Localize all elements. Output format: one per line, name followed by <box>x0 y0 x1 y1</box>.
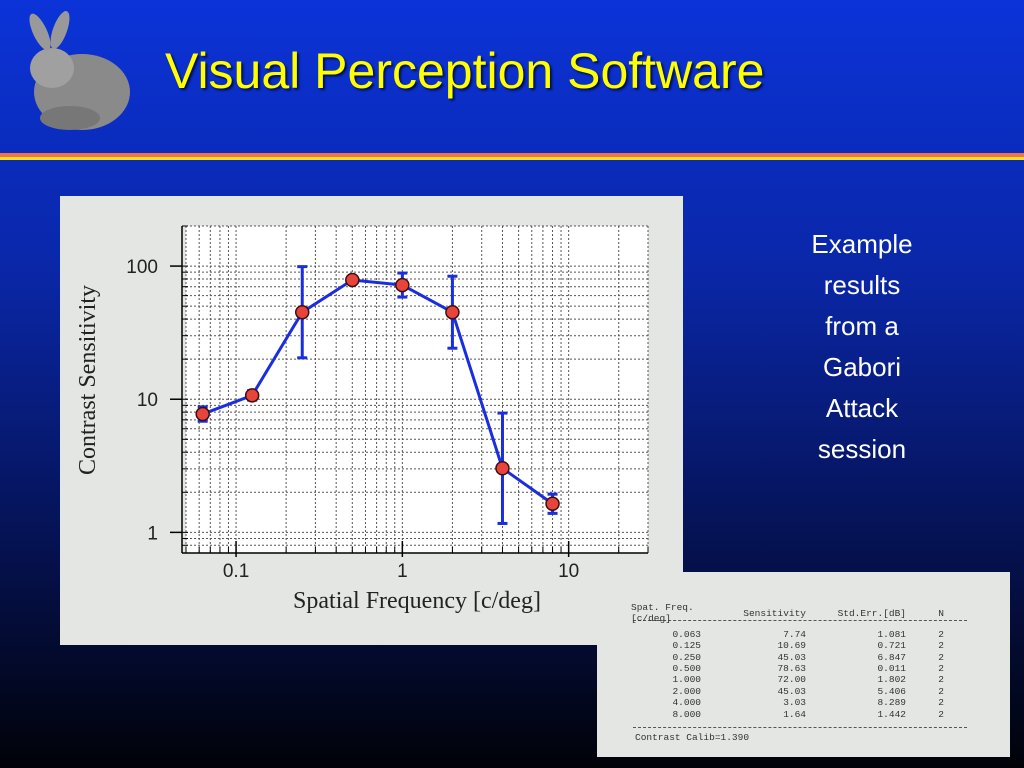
table-cell: 0.250 <box>672 651 701 663</box>
divider-line <box>0 153 1024 157</box>
separator <box>633 727 967 728</box>
table-row: 1.000 72.00 1.802 2 <box>631 674 944 685</box>
y-axis-label: Contrast Sensitivity <box>75 285 101 475</box>
table: Spat. Freq.[c/deg] Sensitivity Std.Err.[dB… <box>631 602 944 720</box>
table-row: 4.000 3.03 8.289 2 <box>631 697 944 708</box>
table-cell: 0.011 <box>877 662 906 674</box>
caption-line: Gabori <box>822 352 902 382</box>
table-cell: 2 <box>938 674 944 686</box>
y-tick-label: 100 <box>126 257 158 278</box>
x-axis-label: Spatial Frequency [c/deg] <box>293 588 541 614</box>
table-row: 8.000 1.64 1.442 2 <box>631 708 944 720</box>
caption-line: Attack <box>825 393 899 423</box>
table-cell: 7.74 <box>783 629 806 640</box>
caption: Example results from a Gabori Attack session <box>782 224 942 470</box>
table-cell: 2 <box>938 629 944 640</box>
table-cell: 1.802 <box>877 674 906 686</box>
table-cell: 3.03 <box>783 697 806 709</box>
data-point <box>395 277 410 293</box>
data-point <box>195 406 210 422</box>
table-cell: 1.081 <box>877 629 906 640</box>
data-point <box>244 388 260 403</box>
table-cell: 2 <box>938 662 944 674</box>
table-cell: 2 <box>938 651 944 663</box>
table-cell: Std.Err.[dB] <box>837 607 906 619</box>
table-cell: 45.03 <box>777 651 806 663</box>
table-cell: Sensitivity <box>743 607 806 619</box>
table-cell: 0.063 <box>672 629 701 640</box>
data-point <box>545 496 560 512</box>
table-cell: 0.721 <box>877 640 906 652</box>
table-cell: 8.289 <box>877 697 906 709</box>
separator <box>633 620 967 621</box>
caption-line: session <box>817 434 907 464</box>
data-point <box>445 304 460 320</box>
caption-line: Example <box>811 229 913 259</box>
table-cell: 2 <box>938 697 944 709</box>
caption-line: from a <box>825 311 899 341</box>
table-cell: 0.125 <box>672 640 701 652</box>
table-cell: 5.406 <box>877 685 906 697</box>
table-cell: 2 <box>938 640 944 652</box>
table-cell: 0.500 <box>672 662 701 674</box>
table-row: 2.000 45.03 5.406 2 <box>631 686 944 697</box>
table-row: 0.125 10.69 0.721 2 <box>631 640 944 651</box>
table-cell: 1.000 <box>672 674 701 686</box>
table-footer: Contrast Calib=1.390 <box>635 732 750 743</box>
data-point <box>495 461 510 476</box>
bunny-logo <box>29 11 130 130</box>
x-tick-label: 10 <box>558 561 579 582</box>
plot-area <box>186 226 648 553</box>
table-cell: 2 <box>938 708 944 720</box>
slide-title: Visual Perception Software <box>165 43 765 99</box>
table-cell: 4.000 <box>672 697 701 709</box>
table-row: 0.500 78.63 0.011 2 <box>631 663 944 674</box>
data-line <box>202 278 554 505</box>
table-cell: 45.03 <box>777 685 806 697</box>
x-tick-label: 1 <box>397 561 408 582</box>
table-cell: N <box>938 607 944 619</box>
table-cell: 2 <box>938 685 944 697</box>
table-cell: Spat. Freq.[c/deg] <box>631 602 694 624</box>
table-row: 0.063 7.74 1.081 2 <box>631 624 944 640</box>
table-cell: 2.000 <box>672 685 701 697</box>
table-cell: 72.00 <box>777 674 806 686</box>
data-point <box>345 272 360 288</box>
table-cell: 6.847 <box>877 651 906 663</box>
table-row: Spat. Freq.[c/deg] Sensitivity Std.Err.[dB… <box>631 602 944 624</box>
table-cell: 8.000 <box>672 708 701 720</box>
table-cell: 10.69 <box>777 640 806 652</box>
table-row: 0.250 45.03 6.847 2 <box>631 651 944 663</box>
results-table: Spat. Freq.[c/deg] Sensitivity Std.Err.[dB… <box>597 572 1010 757</box>
table-cell: 1.442 <box>877 708 906 720</box>
y-tick-label: 1 <box>147 523 158 544</box>
data-point <box>294 304 310 320</box>
y-tick-label: 10 <box>137 390 158 411</box>
table-cell: 78.63 <box>777 662 806 674</box>
table-cell: 1.64 <box>783 708 806 720</box>
x-tick-label: 0.1 <box>223 561 249 582</box>
caption-line: results <box>823 270 901 300</box>
divider-line <box>0 157 1024 160</box>
